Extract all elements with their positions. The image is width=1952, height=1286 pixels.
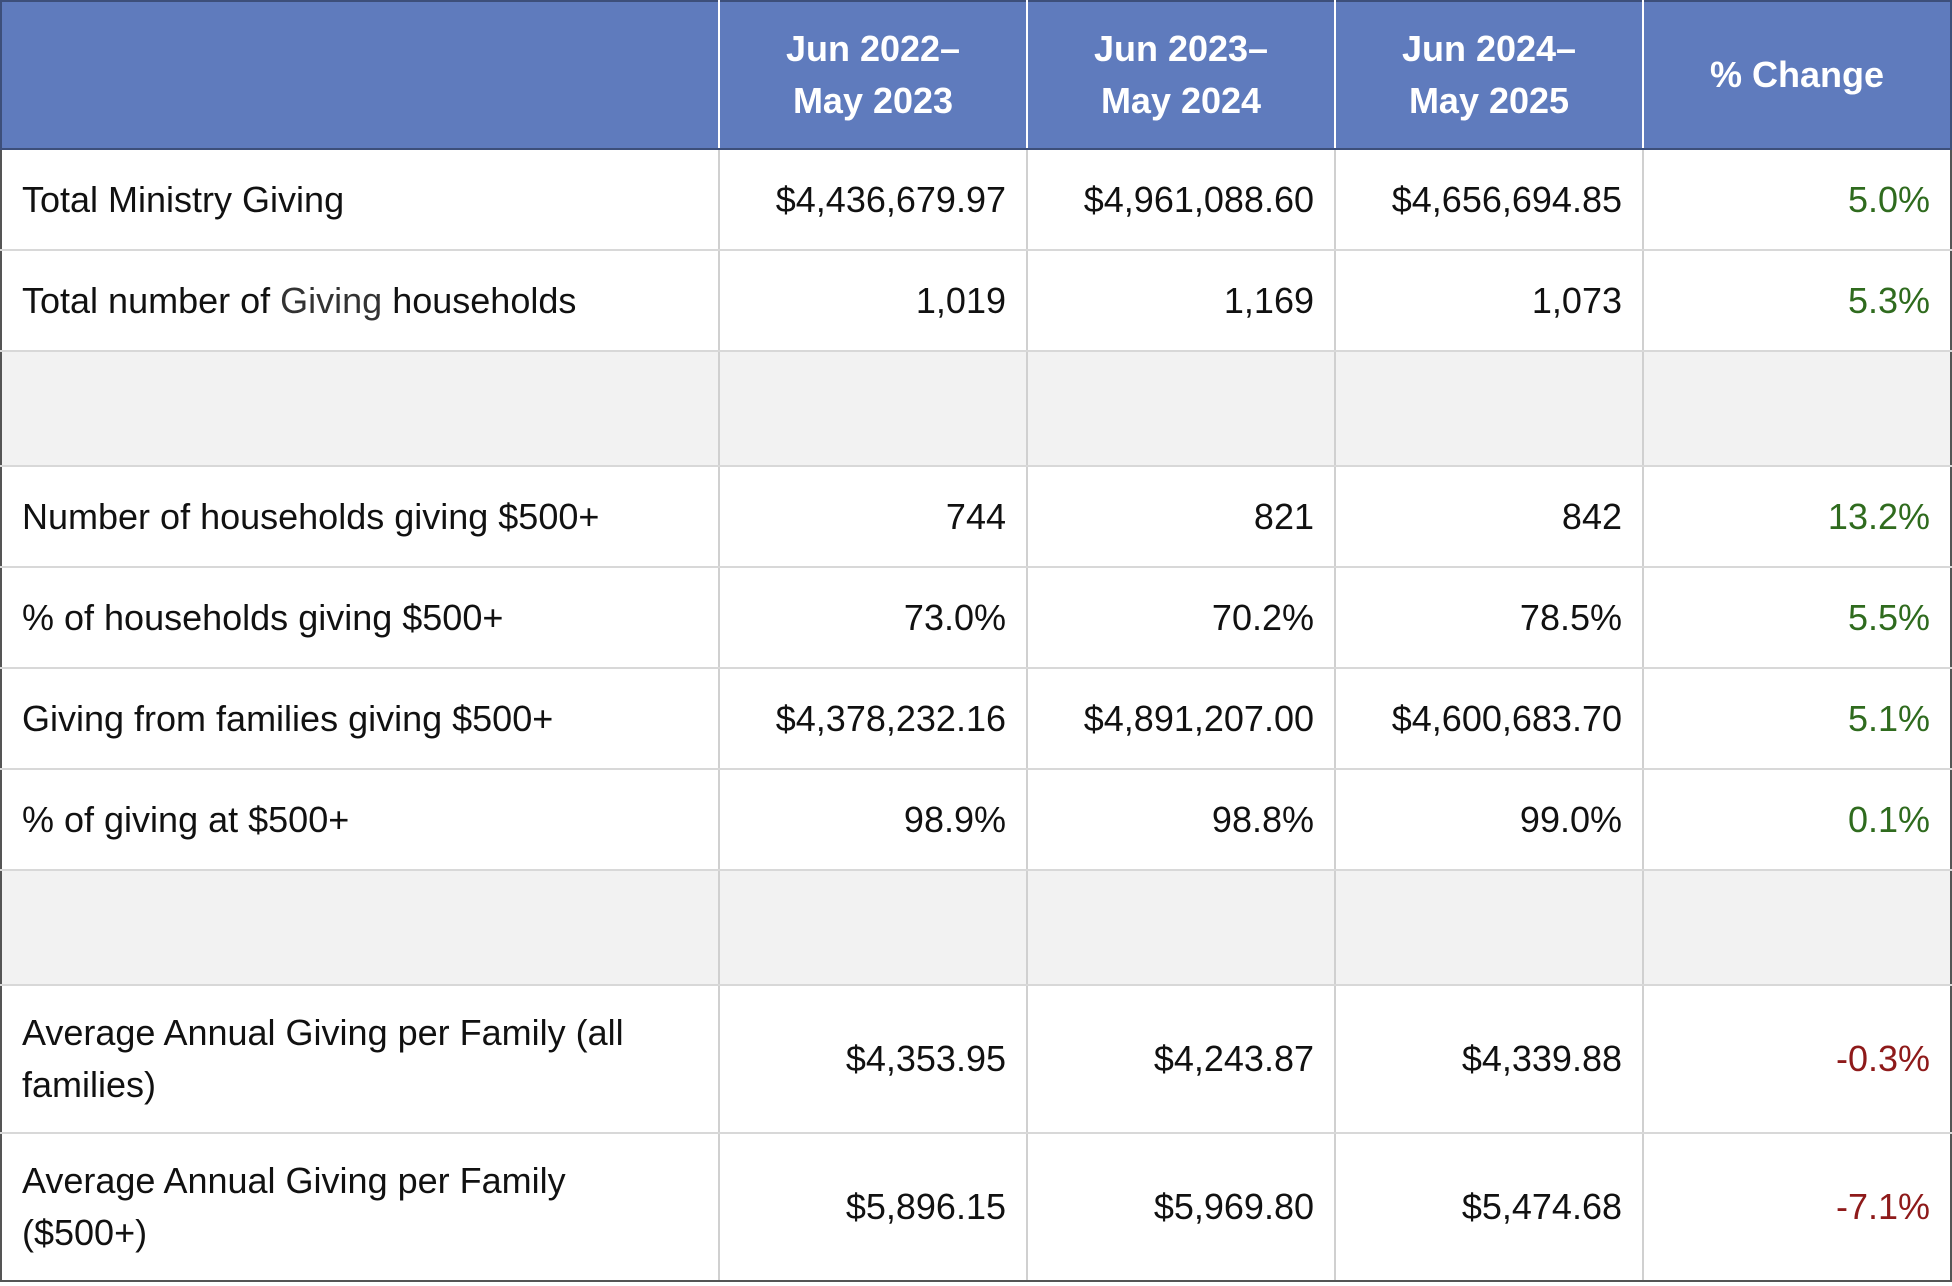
value-2023: $4,243.87 [1026,985,1336,1134]
header-percent-change: % Change [1642,0,1952,150]
percent-change: 0.1% [1642,769,1952,871]
value-2023: 98.8% [1026,769,1336,871]
spacer-cell [0,870,720,986]
value-2024: $4,600,683.70 [1334,668,1644,770]
row-percent-households-giving-500: % of households giving $500+ 73.0% 70.2%… [0,567,1952,669]
spacer-row [0,870,1952,986]
spacer-cell [718,870,1028,986]
value-2023: $4,961,088.60 [1026,149,1336,251]
value-2024: $4,339.88 [1334,985,1644,1134]
row-label: Total number of Giving households [0,250,720,352]
spacer-cell [1334,870,1644,986]
row-label: Average Annual Giving per Family (all fa… [0,985,720,1134]
header-period-2023-line2: May 2024 [1100,80,1262,121]
spacer-cell [1642,351,1952,467]
value-2024: 99.0% [1334,769,1644,871]
header-period-2024-line1: Jun 2024– [1401,28,1577,69]
row-label-pre: Total number of [22,279,271,321]
value-2024: $4,656,694.85 [1334,149,1644,251]
percent-change: 5.1% [1642,668,1952,770]
value-2023: $4,891,207.00 [1026,668,1336,770]
value-2022: 744 [718,466,1028,568]
value-2024: $5,474.68 [1334,1133,1644,1282]
value-2023: 821 [1026,466,1336,568]
header-period-2022-line2: May 2023 [792,80,954,121]
row-label: Number of households giving $500+ [0,466,720,568]
value-2022: $5,896.15 [718,1133,1028,1282]
value-2022: $4,436,679.97 [718,149,1028,251]
header-label-cell [0,0,720,150]
value-2024: 78.5% [1334,567,1644,669]
header-period-2024: Jun 2024– May 2025 [1334,0,1644,150]
percent-change: -7.1% [1642,1133,1952,1282]
value-2022: 73.0% [718,567,1028,669]
header-period-2024-line2: May 2025 [1408,80,1570,121]
spacer-row [0,351,1952,467]
percent-change: 5.0% [1642,149,1952,251]
row-percent-giving-500: % of giving at $500+ 98.9% 98.8% 99.0% 0… [0,769,1952,871]
value-2022: 1,019 [718,250,1028,352]
row-average-giving-all-families: Average Annual Giving per Family (all fa… [0,985,1952,1134]
percent-change: 5.3% [1642,250,1952,352]
value-2023: $5,969.80 [1026,1133,1336,1282]
row-label-post: households [392,279,577,321]
row-label: Total Ministry Giving [0,149,720,251]
row-label: % of households giving $500+ [0,567,720,669]
row-label: % of giving at $500+ [0,769,720,871]
spacer-cell [1026,870,1336,986]
percent-change: 13.2% [1642,466,1952,568]
spacer-cell [1334,351,1644,467]
row-average-giving-500-families: Average Annual Giving per Family ($500+)… [0,1133,1952,1282]
value-2022: $4,353.95 [718,985,1028,1134]
value-2023: 1,169 [1026,250,1336,352]
row-label-giving: Giving [280,279,383,321]
header-period-2023: Jun 2023– May 2024 [1026,0,1336,150]
value-2022: $4,378,232.16 [718,668,1028,770]
row-giving-from-500-families: Giving from families giving $500+ $4,378… [0,668,1952,770]
row-total-ministry-giving: Total Ministry Giving $4,436,679.97 $4,9… [0,149,1952,251]
header-row: Jun 2022– May 2023 Jun 2023– May 2024 Ju… [0,0,1952,150]
header-period-2023-line1: Jun 2023– [1093,28,1269,69]
value-2024: 842 [1334,466,1644,568]
header-period-2022: Jun 2022– May 2023 [718,0,1028,150]
value-2023: 70.2% [1026,567,1336,669]
spacer-cell [0,351,720,467]
row-total-giving-households: Total number of Giving households 1,019 … [0,250,1952,352]
spacer-cell [1026,351,1336,467]
row-label: Giving from families giving $500+ [0,668,720,770]
value-2022: 98.9% [718,769,1028,871]
percent-change: -0.3% [1642,985,1952,1134]
percent-change: 5.5% [1642,567,1952,669]
row-label: Average Annual Giving per Family ($500+) [0,1133,720,1282]
value-2024: 1,073 [1334,250,1644,352]
spacer-cell [1642,870,1952,986]
header-period-2022-line1: Jun 2022– [785,28,961,69]
row-households-giving-500: Number of households giving $500+ 744 82… [0,466,1952,568]
spacer-cell [718,351,1028,467]
